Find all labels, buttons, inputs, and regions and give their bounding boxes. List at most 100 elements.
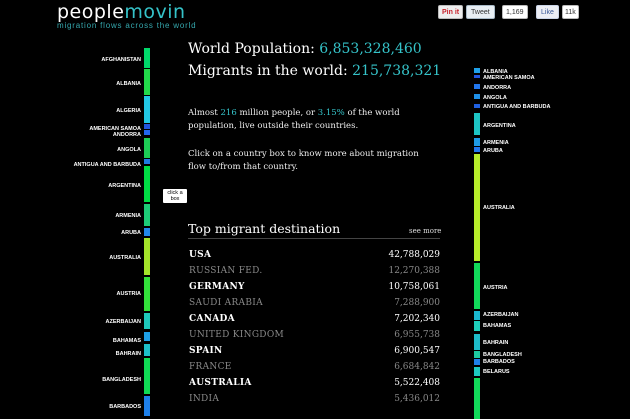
row-value: 5,522,408 <box>394 378 440 388</box>
see-more-link[interactable]: see more <box>409 227 442 235</box>
right-seg-next[interactable] <box>474 378 480 419</box>
right-label-bangladesh[interactable]: BANGLADESH <box>483 352 522 358</box>
table-row[interactable]: USA 42,788,029 <box>188 250 440 265</box>
intro-text-2: million people, or <box>236 108 318 118</box>
right-label-american-samoa[interactable]: AMERICAN SAMOA <box>483 75 535 81</box>
migrants-label: Migrants in the world: <box>188 63 353 79</box>
left-seg-aruba[interactable] <box>144 228 150 236</box>
right-seg-bahrain[interactable] <box>474 334 480 350</box>
row-value: 6,955,738 <box>394 330 440 340</box>
facebook-like-count: 11k <box>562 5 579 19</box>
left-label-argentina[interactable]: ARGENTINA <box>108 183 141 189</box>
left-label-antigua-and-barbuda[interactable]: ANTIGUA AND BARBUDA <box>73 162 141 168</box>
left-label-andorra[interactable]: ANDORRA <box>112 132 141 138</box>
right-seg-andorra[interactable] <box>474 84 480 89</box>
right-seg-bahamas[interactable] <box>474 321 480 331</box>
right-seg-australia[interactable] <box>474 154 480 261</box>
right-seg-angola[interactable] <box>474 94 480 99</box>
table-row[interactable]: United Kingdom 6,955,738 <box>188 330 440 345</box>
right-seg-bangladesh[interactable] <box>474 351 480 358</box>
row-country: Australia <box>189 378 252 388</box>
pinterest-button[interactable]: Pin it <box>438 5 464 19</box>
right-seg-albania[interactable] <box>474 68 480 73</box>
left-seg-armenia[interactable] <box>144 204 150 226</box>
top-destination-title: Top migrant destination <box>188 221 341 236</box>
right-label-angola[interactable]: ANGOLA <box>483 95 507 101</box>
logo[interactable]: peoplemovin <box>57 1 186 23</box>
left-label-albania[interactable]: ALBANIA <box>116 81 141 87</box>
left-seg-antigua-and-barbuda[interactable] <box>144 159 150 164</box>
table-row[interactable]: Saudi Arabia 7,288,900 <box>188 298 440 313</box>
table-row[interactable]: Canada 7,202,340 <box>188 314 440 329</box>
left-label-afghanistan[interactable]: AFGHANISTAN <box>101 57 141 63</box>
tweet-button[interactable]: Tweet <box>466 5 495 19</box>
right-seg-argentina[interactable] <box>474 113 480 135</box>
row-country: United Kingdom <box>189 330 285 340</box>
row-country: France <box>189 362 232 372</box>
right-label-austria[interactable]: AUSTRIA <box>483 285 508 291</box>
left-label-bangladesh[interactable]: BANGLADESH <box>102 377 141 383</box>
left-seg-bangladesh[interactable] <box>144 358 150 394</box>
right-seg-armenia[interactable] <box>474 138 480 146</box>
right-label-bahamas[interactable]: BAHAMAS <box>483 323 512 329</box>
left-label-bahrain[interactable]: BAHRAIN <box>115 351 141 357</box>
world-population-value: 6,853,328,460 <box>319 41 422 57</box>
right-label-barbados[interactable]: BARBADOS <box>483 359 515 365</box>
left-label-azerbaijan[interactable]: AZERBAIJAN <box>105 319 141 325</box>
left-seg-azerbaijan[interactable] <box>144 313 150 329</box>
left-label-austria[interactable]: AUSTRIA <box>116 291 141 297</box>
right-seg-barbados[interactable] <box>474 359 480 365</box>
left-seg-albania[interactable] <box>144 69 150 95</box>
right-seg-belarus[interactable] <box>474 367 480 376</box>
right-seg-austria[interactable] <box>474 263 480 309</box>
table-row[interactable]: France 6,684,842 <box>188 362 440 377</box>
table-row[interactable]: Australia 5,522,408 <box>188 378 440 393</box>
row-country: Russian Fed. <box>189 266 263 276</box>
right-label-antigua-and-barbuda[interactable]: ANTIGUA AND BARBUDA <box>483 104 551 110</box>
right-label-aruba[interactable]: ARUBA <box>483 148 503 154</box>
left-label-barbados[interactable]: BARBADOS <box>109 404 141 410</box>
left-seg-australia[interactable] <box>144 238 150 275</box>
migrants-total: Migrants in the world: 215,738,321 <box>188 63 441 79</box>
left-seg-bahrain[interactable] <box>144 344 150 356</box>
table-row[interactable]: Russian Fed. 12,270,388 <box>188 266 440 281</box>
left-label-american-samoa[interactable]: AMERICAN SAMOA <box>89 126 141 132</box>
row-value: 12,270,388 <box>388 266 440 276</box>
right-label-armenia[interactable]: ARMENIA <box>483 140 509 146</box>
left-seg-argentina[interactable] <box>144 166 150 202</box>
right-seg-antigua-and-barbuda[interactable] <box>474 104 480 108</box>
row-country: India <box>189 394 220 404</box>
left-label-armenia[interactable]: ARMENIA <box>115 213 141 219</box>
facebook-like-button[interactable]: Like <box>536 5 559 19</box>
right-seg-aruba[interactable] <box>474 147 480 152</box>
right-label-australia[interactable]: AUSTRALIA <box>483 205 515 211</box>
left-seg-barbados[interactable] <box>144 396 150 416</box>
right-seg-azerbaijan[interactable] <box>474 311 480 320</box>
left-seg-andorra[interactable] <box>144 130 150 135</box>
left-label-algeria[interactable]: ALGERIA <box>116 108 141 114</box>
world-population: World Population: 6,853,328,460 <box>188 41 422 57</box>
left-label-bahamas[interactable]: BAHAMAS <box>112 338 141 344</box>
right-label-bahrain[interactable]: BAHRAIN <box>483 340 509 346</box>
right-label-azerbaijan[interactable]: AZERBAIJAN <box>483 312 519 318</box>
right-label-argentina[interactable]: ARGENTINA <box>483 123 516 129</box>
right-seg-american-samoa[interactable] <box>474 75 480 78</box>
table-row[interactable]: India 5,436,012 <box>188 394 440 409</box>
left-seg-austria[interactable] <box>144 277 150 311</box>
right-label-andorra[interactable]: ANDORRA <box>483 85 512 91</box>
left-seg-bahamas[interactable] <box>144 332 150 341</box>
right-label-belarus[interactable]: BELARUS <box>483 369 510 375</box>
left-label-australia[interactable]: AUSTRALIA <box>109 255 141 261</box>
left-label-angola[interactable]: ANGOLA <box>117 147 141 153</box>
world-population-label: World Population: <box>188 41 320 57</box>
left-label-aruba[interactable]: ARUBA <box>121 230 141 236</box>
left-seg-american-samoa[interactable] <box>144 124 150 129</box>
right-label-albania[interactable]: ALBANIA <box>483 69 508 75</box>
table-row[interactable]: Germany 10,758,061 <box>188 282 440 297</box>
row-country: Canada <box>189 314 235 324</box>
left-seg-afghanistan[interactable] <box>144 48 150 68</box>
left-seg-angola[interactable] <box>144 138 150 158</box>
table-row[interactable]: Spain 6,900,547 <box>188 346 440 361</box>
left-seg-algeria[interactable] <box>144 96 150 123</box>
click-box-tooltip: click a box <box>163 189 187 203</box>
